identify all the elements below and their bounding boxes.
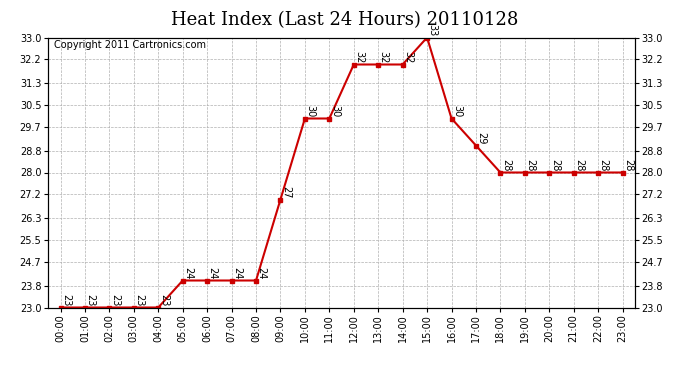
Text: 24: 24	[232, 267, 242, 279]
Text: 29: 29	[477, 132, 486, 144]
Text: 28: 28	[525, 159, 535, 171]
Text: 28: 28	[599, 159, 609, 171]
Text: 24: 24	[257, 267, 266, 279]
Text: Heat Index (Last 24 Hours) 20110128: Heat Index (Last 24 Hours) 20110128	[171, 11, 519, 29]
Text: 33: 33	[428, 24, 437, 36]
Text: Copyright 2011 Cartronics.com: Copyright 2011 Cartronics.com	[55, 40, 206, 50]
Text: 23: 23	[110, 294, 120, 306]
Text: 23: 23	[135, 294, 144, 306]
Text: 28: 28	[550, 159, 560, 171]
Text: 24: 24	[184, 267, 193, 279]
Text: 28: 28	[574, 159, 584, 171]
Text: 32: 32	[403, 51, 413, 63]
Text: 32: 32	[355, 51, 364, 63]
Text: 28: 28	[501, 159, 511, 171]
Text: 23: 23	[86, 294, 95, 306]
Text: 24: 24	[208, 267, 218, 279]
Text: 32: 32	[379, 51, 388, 63]
Text: 30: 30	[452, 105, 462, 117]
Text: 30: 30	[330, 105, 340, 117]
Text: 28: 28	[623, 159, 633, 171]
Text: 23: 23	[61, 294, 71, 306]
Text: 27: 27	[281, 186, 291, 198]
Text: 30: 30	[306, 105, 315, 117]
Text: 23: 23	[159, 294, 169, 306]
